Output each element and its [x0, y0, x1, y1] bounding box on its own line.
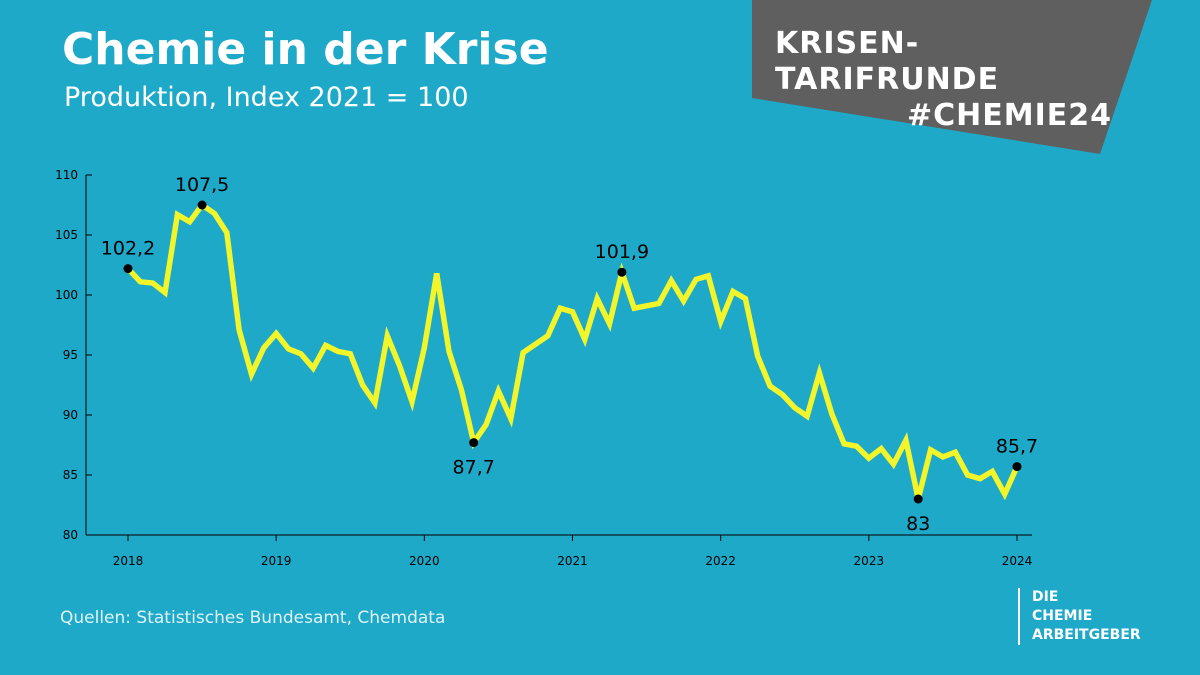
- x-tick-label-2023: 2023: [854, 554, 885, 568]
- y-tick-label-110: 110: [55, 168, 78, 182]
- y-tick-label-95: 95: [63, 348, 78, 362]
- logo-line-1: DIE: [1032, 589, 1059, 605]
- annotation-label-1: 107,5: [175, 174, 229, 196]
- annotation-dot-2: [469, 438, 479, 448]
- annotation-label-2: 87,7: [453, 457, 495, 479]
- x-tick-label-2024: 2024: [1002, 554, 1033, 568]
- annotation-dot-4: [913, 494, 923, 504]
- logo-line-2: CHEMIE: [1032, 608, 1093, 624]
- annotation-dot-5: [1012, 462, 1022, 472]
- annotation-dot-3: [617, 267, 627, 277]
- x-tick-label-2020: 2020: [409, 554, 440, 568]
- annotation-label-4: 83: [906, 513, 930, 535]
- x-tick-label-2018: 2018: [113, 554, 144, 568]
- page-subtitle: Produktion, Index 2021 = 100: [64, 82, 469, 113]
- publisher-logo: DIE CHEMIE ARBEITGEBER: [1018, 588, 1141, 645]
- y-tick-label-90: 90: [63, 408, 78, 422]
- logo-line-3: ARBEITGEBER: [1032, 627, 1141, 643]
- source-note: Quellen: Statistisches Bundesamt, Chemda…: [60, 608, 446, 628]
- banner-line-1: KRISEN-TARIFRUNDE: [775, 26, 1000, 97]
- x-tick-label-2022: 2022: [705, 554, 736, 568]
- x-tick-label-2019: 2019: [261, 554, 292, 568]
- y-tick-label-100: 100: [55, 288, 78, 302]
- annotation-dot-0: [123, 264, 133, 274]
- page-title: Chemie in der Krise: [62, 24, 549, 75]
- y-tick-label-85: 85: [63, 468, 78, 482]
- series-line-0: [125, 201, 1020, 501]
- annotation-label-5: 85,7: [996, 436, 1038, 458]
- annotation-label-3: 101,9: [595, 241, 649, 263]
- x-tick-label-2021: 2021: [557, 554, 588, 568]
- annotation-label-0: 102,2: [101, 238, 155, 260]
- annotation-dot-1: [197, 200, 207, 210]
- banner-line-2: #CHEMIE24: [907, 98, 1113, 133]
- y-tick-label-80: 80: [63, 528, 78, 542]
- y-tick-label-105: 105: [55, 228, 78, 242]
- campaign-banner: KRISEN-TARIFRUNDE #CHEMIE24: [775, 26, 1115, 134]
